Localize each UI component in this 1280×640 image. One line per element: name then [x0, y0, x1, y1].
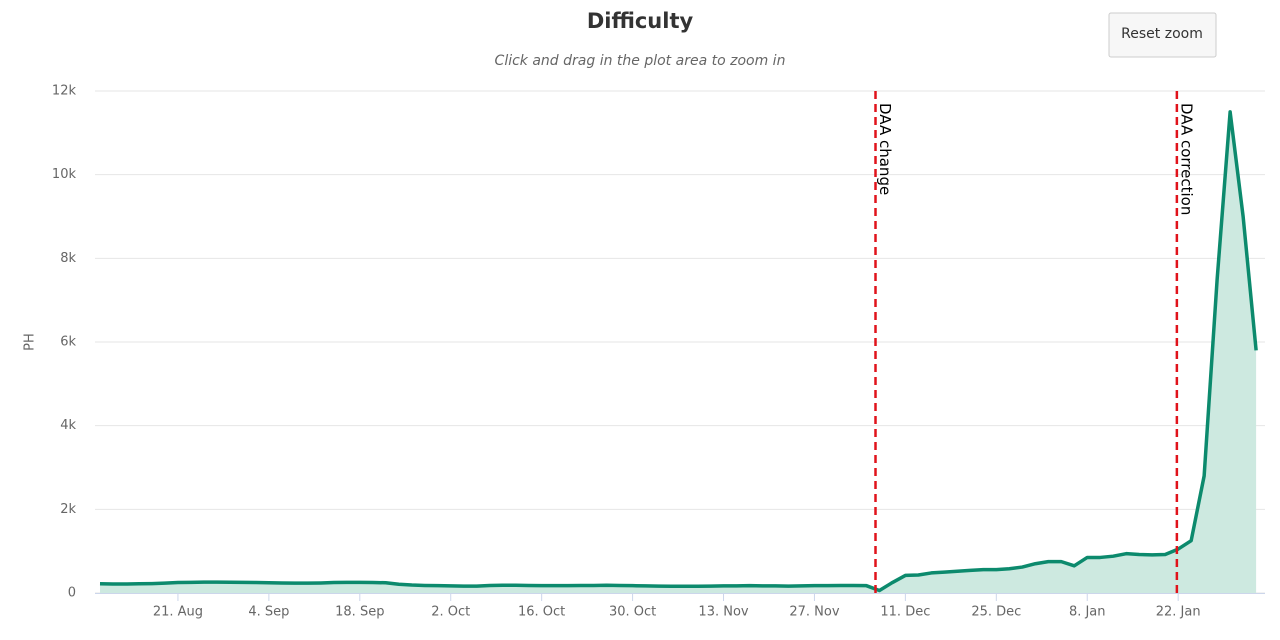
y-tick-label: 2k — [60, 502, 76, 517]
x-tick-label: 25. Dec — [971, 605, 1021, 620]
x-tick-label: 2. Oct — [431, 605, 470, 620]
chart-title: Difficulty — [587, 9, 694, 33]
x-tick-label: 13. Nov — [698, 605, 748, 620]
y-tick-label: 12k — [52, 84, 77, 99]
area-fill — [100, 111, 1257, 594]
y-tick-label: 8k — [60, 251, 76, 266]
reset-zoom-label[interactable]: Reset zoom — [1121, 26, 1203, 42]
y-tick-label: 6k — [60, 335, 76, 350]
y-tick-label: 0 — [68, 586, 76, 601]
x-tick-label: 16. Oct — [518, 605, 565, 620]
y-tick-label: 10k — [52, 167, 77, 182]
x-tick-label: 22. Jan — [1156, 605, 1201, 620]
annotation-label: DAA change — [876, 103, 894, 195]
x-tick-label: 21. Aug — [153, 605, 203, 620]
x-tick-label: 27. Nov — [789, 605, 839, 620]
chart-subtitle: Click and drag in the plot area to zoom … — [495, 53, 786, 69]
area-line — [99, 110, 1258, 593]
x-tick-label: 4. Sep — [248, 605, 289, 620]
reset-zoom-button[interactable] — [1108, 12, 1217, 58]
y-axis-label: PH — [23, 333, 38, 351]
x-tick-label: 8. Jan — [1069, 605, 1106, 620]
x-tick-label: 18. Sep — [335, 605, 384, 620]
x-tick-label: 11. Dec — [880, 605, 930, 620]
x-tick-label: 30. Oct — [609, 605, 656, 620]
annotation-label: DAA correction — [1177, 103, 1195, 215]
y-tick-label: 4k — [60, 418, 76, 433]
